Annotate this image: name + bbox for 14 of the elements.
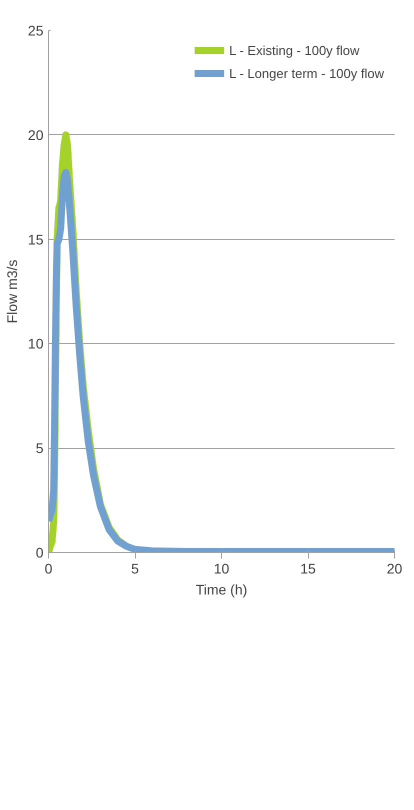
x-axis-title: Time (h) — [196, 582, 248, 598]
y-tick-label: 10 — [28, 336, 44, 352]
y-tick-label: 15 — [28, 231, 44, 248]
y-tick-label: 20 — [28, 126, 44, 143]
x-tick-label: 5 — [131, 560, 140, 576]
y-tick-label: 25 — [28, 22, 44, 38]
x-tick-label: 20 — [386, 560, 402, 576]
y-axis-title: Flow m3/s — [4, 260, 20, 324]
x-tick-label: 10 — [214, 560, 230, 576]
legend-label: L - Existing - 100y flow — [229, 42, 360, 58]
y-tick-label: 5 — [36, 440, 44, 456]
legend-label: L - Longer term - 100y flow — [229, 66, 384, 80]
y-tick-label: 0 — [36, 544, 44, 560]
x-tick-label: 15 — [300, 560, 316, 576]
